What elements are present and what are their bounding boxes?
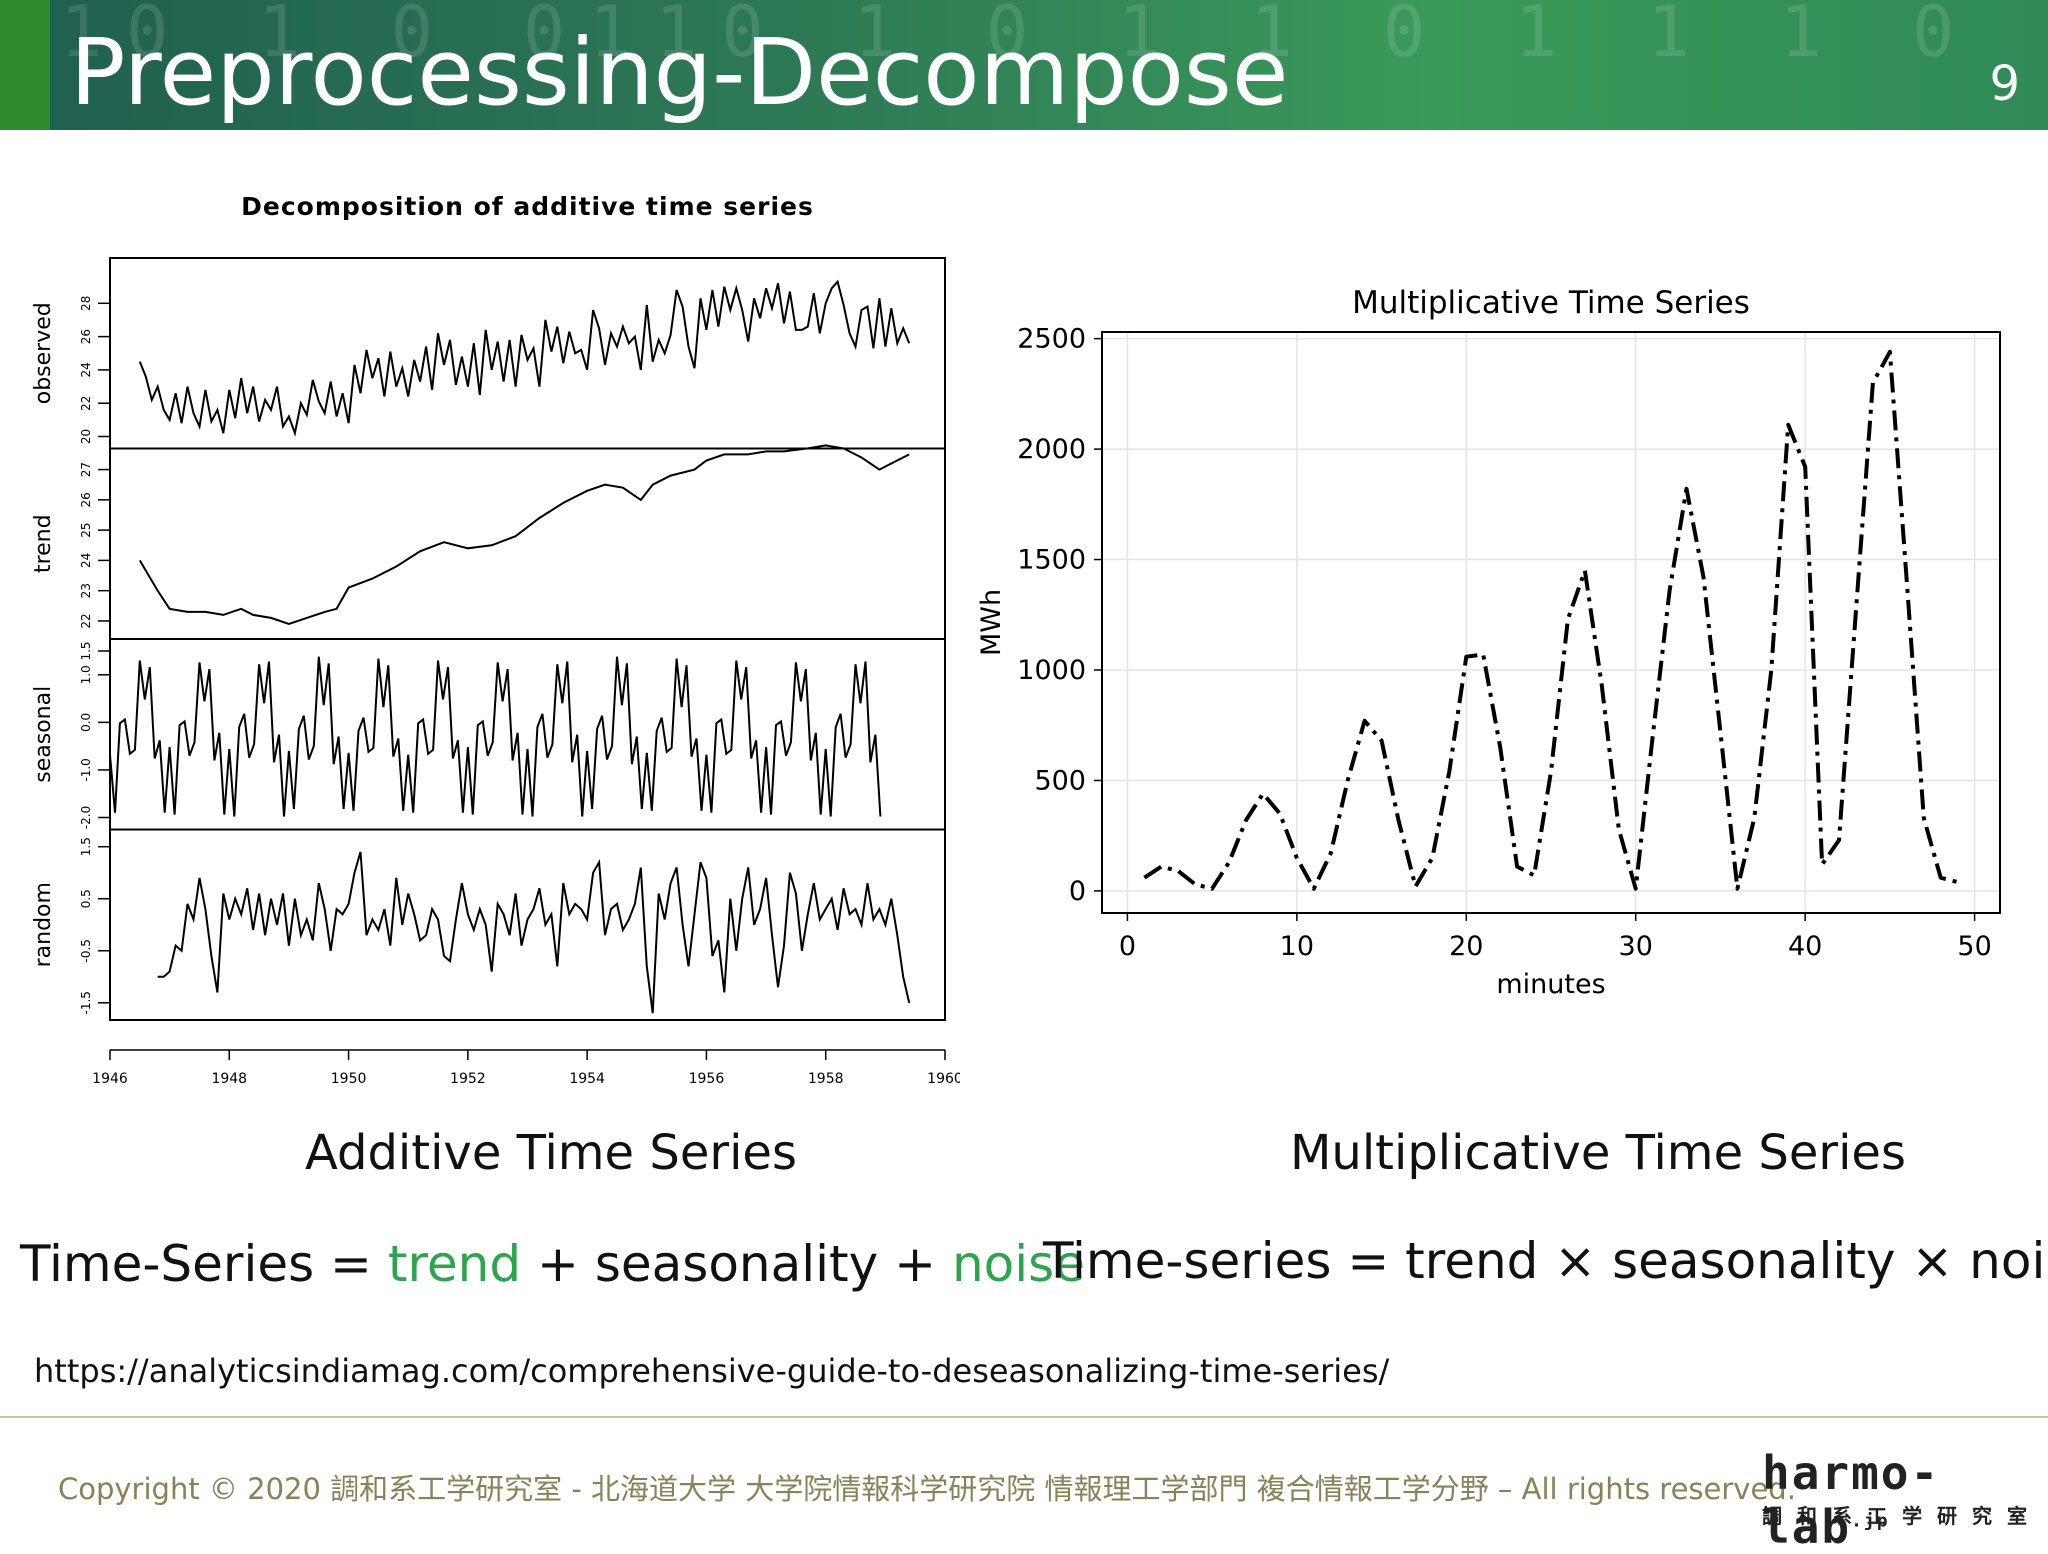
series-line-random <box>157 851 911 1014</box>
y-tick-label: 1.5 <box>79 837 93 856</box>
y-tick-label: 1.5 <box>79 641 93 660</box>
x-tick-label: 1946 <box>92 1071 128 1087</box>
panel-label-seasonal: seasonal <box>31 686 56 783</box>
y-tick-label: 0.5 <box>79 889 93 908</box>
copyright-text: Copyright © 2020 調和系工学研究室 - 北海道大学 大学院情報科… <box>58 1472 1796 1506</box>
series-line-observed <box>138 279 911 437</box>
y-tick-label: 1000 <box>1017 655 1086 686</box>
series-line-seasonal <box>109 656 882 817</box>
y-tick-label: 2000 <box>1017 434 1086 465</box>
x-tick-label: 1952 <box>450 1071 486 1087</box>
y-tick-label: 500 <box>1034 765 1086 796</box>
formula-plus-1: + <box>537 1235 579 1293</box>
x-tick-label: 1948 <box>211 1071 247 1087</box>
slide-header: 10 1 0 0110 1 0 1 1 0 1 1 1 0 1 0 0 1 1 … <box>0 0 2048 130</box>
decomposition-title: Decomposition of additive time series <box>241 192 814 221</box>
additive-formula: Time-Series = trend + seasonality + nois… <box>20 1235 1085 1293</box>
x-tick-label: 30 <box>1619 931 1653 962</box>
panel-label-trend: trend <box>31 514 56 573</box>
caption-multiplicative: Multiplicative Time Series <box>1290 1125 1906 1181</box>
multiplicative-formula: Time-series = trend × seasonality × nois… <box>1043 1232 2048 1290</box>
panel-label-observed: observed <box>31 302 56 404</box>
y-tick-label: 22 <box>79 396 93 411</box>
y-tick-label: 28 <box>79 296 93 311</box>
x-tick-label: 20 <box>1449 931 1483 962</box>
logo-suffix: .jp <box>1851 1510 1890 1532</box>
plot-frame <box>1101 331 2001 914</box>
y-tick-label: 27 <box>79 462 93 477</box>
y-tick-label: 0.0 <box>79 713 93 732</box>
x-tick-label: 50 <box>1957 931 1991 962</box>
slide-title: Preprocessing-Decompose <box>70 19 1289 126</box>
x-tick-label: 1956 <box>689 1071 725 1087</box>
formula-plus-2: + <box>894 1235 937 1293</box>
logo-subtitle: 調和系工学研究室 <box>1762 1504 2042 1528</box>
panel-frame-random <box>109 828 946 1021</box>
series-line-mwh <box>1143 349 1959 891</box>
y-tick-label: 23 <box>79 583 93 598</box>
formula-trend: trend <box>387 1235 522 1293</box>
panel-label-random: random <box>31 882 56 967</box>
y-axis-label: MWh <box>976 589 1007 656</box>
y-tick-label: -0.5 <box>79 939 93 962</box>
y-tick-label: -2.0 <box>79 806 93 829</box>
footer-divider <box>0 1416 2048 1418</box>
y-tick-label: 22 <box>79 613 93 628</box>
header-binary-pattern: 10 1 0 0110 1 0 1 1 0 1 1 1 0 1 0 0 1 1 … <box>60 0 2048 73</box>
y-tick-label: 25 <box>79 522 93 537</box>
x-tick-label: 1950 <box>331 1071 367 1087</box>
header-accent-bar <box>0 0 50 130</box>
additive-decomposition-chart: Decomposition of additive time series obs… <box>31 192 960 1087</box>
y-tick-label: 20 <box>79 429 93 444</box>
x-tick-label: 40 <box>1788 931 1822 962</box>
formula-noise: noise <box>951 1235 1085 1293</box>
y-tick-label: 24 <box>79 553 93 568</box>
x-tick-label: 1954 <box>569 1071 605 1087</box>
multiplicative-title: Multiplicative Time Series <box>1352 285 1750 321</box>
formula-seasonality: seasonality <box>594 1235 879 1293</box>
x-tick-label: 1960 <box>927 1071 960 1087</box>
y-tick-label: -1.0 <box>79 758 93 781</box>
y-tick-label: 1500 <box>1017 545 1086 576</box>
y-tick-label: 24 <box>79 362 93 377</box>
x-axis-label: minutes <box>1496 969 1605 1000</box>
formula-lhs: Time-Series = <box>20 1235 372 1293</box>
y-tick-label: 0 <box>1069 876 1086 907</box>
slide-number: 9 <box>1989 56 2020 112</box>
x-tick-label: 1958 <box>808 1071 844 1087</box>
caption-additive: Additive Time Series <box>305 1125 797 1181</box>
y-tick-label: 26 <box>79 492 93 507</box>
series-line-trend <box>138 444 910 626</box>
y-tick-label: 2500 <box>1017 324 1086 355</box>
source-url: https://analyticsindiamag.com/comprehens… <box>34 1352 1390 1390</box>
x-tick-label: 10 <box>1280 931 1314 962</box>
panel-frame-observed <box>109 257 946 450</box>
x-tick-label: 0 <box>1119 931 1136 962</box>
y-tick-label: -1.5 <box>79 991 93 1014</box>
y-tick-label: 26 <box>79 329 93 344</box>
y-tick-label: 1.0 <box>79 665 93 684</box>
